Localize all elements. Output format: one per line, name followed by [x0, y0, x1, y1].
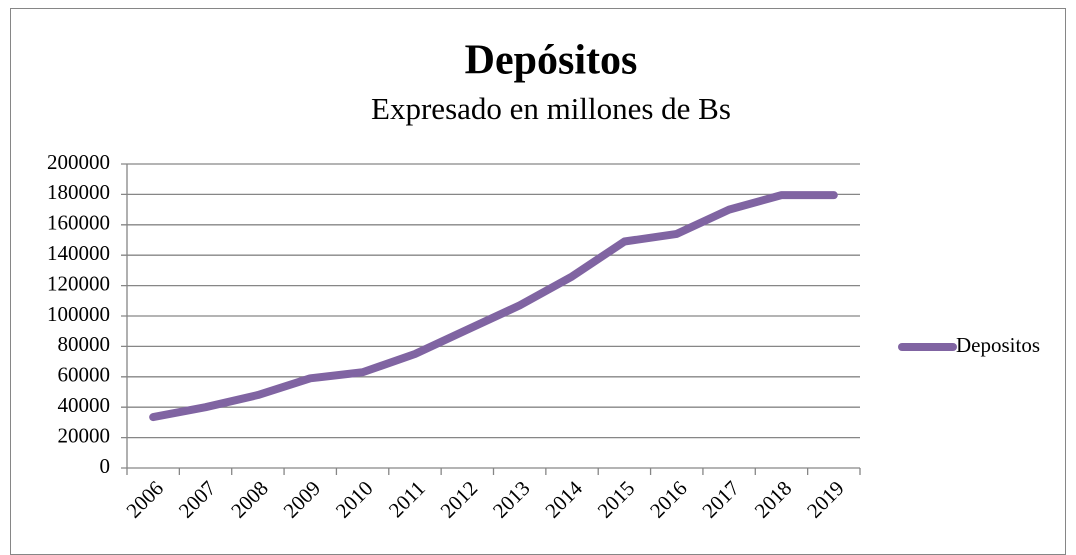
chart-border: [10, 8, 1066, 555]
legend-label: Depositos: [956, 333, 1040, 357]
chart-title: Depósitos: [465, 38, 638, 84]
y-tick-label: 80000: [58, 332, 111, 356]
data-line: [149, 191, 838, 422]
y-tick-label: 40000: [58, 393, 111, 417]
y-tick-label: 0: [100, 454, 111, 478]
chart-subtitle: Expresado en millones de Bs: [371, 91, 731, 126]
y-tick-label: 160000: [47, 211, 110, 235]
y-tick-label: 60000: [58, 363, 111, 387]
y-tick-label: 100000: [47, 302, 110, 326]
y-tick-label: 180000: [47, 180, 110, 204]
y-tick-label: 20000: [58, 423, 111, 447]
y-tick-label: 120000: [47, 271, 110, 295]
y-tick-label: 200000: [47, 150, 110, 174]
y-tick-label: 140000: [47, 241, 110, 265]
